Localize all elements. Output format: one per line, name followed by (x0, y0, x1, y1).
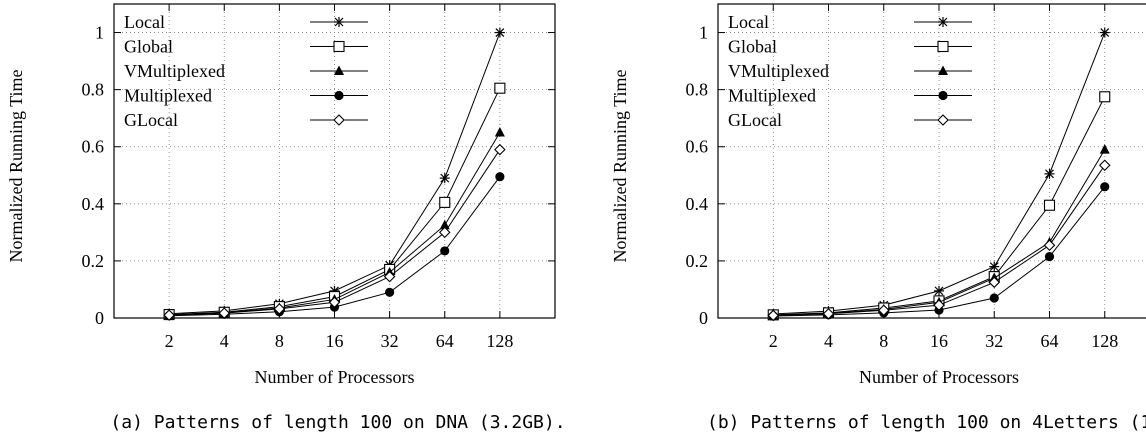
x-tick-label: 2 (165, 331, 174, 351)
legend-label: Multiplexed (124, 86, 212, 106)
data-point-global (1043, 199, 1056, 211)
legend-label: Multiplexed (728, 86, 816, 106)
data-point-multiplexed (495, 172, 505, 182)
y-tick-label: 0.8 (82, 80, 105, 100)
data-point-multiplexed (1100, 182, 1110, 192)
x-tick-label: 4 (824, 331, 833, 351)
y-axis-label: Normalized Running Time (6, 69, 26, 262)
data-point-multiplexed (440, 246, 450, 256)
legend-label: Global (728, 37, 777, 57)
data-point-glocal (877, 304, 890, 317)
data-point-glocal (822, 307, 835, 320)
x-tick-label: 128 (486, 331, 513, 351)
data-point-vmultiplexed (1099, 144, 1110, 154)
figure-caption: (b) Patterns of length 100 on 4Letters (… (707, 412, 1146, 433)
data-point-glocal (494, 143, 506, 156)
legend-label: Local (728, 12, 769, 32)
legend-marker (333, 40, 345, 53)
x-tick-label: 64 (436, 331, 454, 351)
x-tick-label: 128 (1091, 331, 1118, 351)
y-tick-label: 0 (95, 308, 104, 328)
legend-marker (334, 65, 344, 75)
legend-marker (938, 90, 948, 101)
data-point-glocal (218, 307, 231, 319)
data-point-glocal (1043, 239, 1056, 251)
y-tick-label: 1 (699, 23, 708, 43)
y-tick-label: 0.8 (686, 80, 709, 100)
legend: Local Global VMultiplexed Multiplexed GLocal (728, 12, 972, 130)
data-point-glocal (988, 276, 1001, 289)
data-point-glocal (273, 303, 286, 315)
y-tick-label: 0.2 (82, 251, 105, 271)
x-tick-label: 16 (326, 331, 344, 351)
data-point-global (439, 196, 451, 208)
legend-marker (334, 90, 344, 101)
legend-marker (937, 40, 949, 53)
x-axis-label: Number of Processors (255, 367, 415, 387)
data-point-global (494, 82, 506, 94)
x-tick-label: 8 (275, 331, 284, 351)
y-axis-label: Normalized Running Time (610, 69, 630, 262)
data-point-vmultiplexed (439, 219, 450, 230)
data-point-glocal (383, 270, 396, 283)
x-tick-label: 4 (220, 331, 229, 351)
legend-label: VMultiplexed (728, 61, 829, 81)
data-point-glocal (1098, 159, 1111, 172)
y-tick-label: 0 (699, 308, 708, 328)
data-point-glocal (438, 226, 451, 239)
legend-label: Local (124, 12, 165, 32)
legend-label: Global (124, 37, 173, 57)
data-point-vmultiplexed (494, 126, 505, 137)
x-tick-label: 16 (930, 331, 948, 351)
data-point-glocal (933, 299, 945, 311)
legend-label: GLocal (124, 110, 178, 130)
x-tick-label: 32 (985, 331, 1003, 351)
x-tick-label: 64 (1041, 331, 1059, 351)
y-tick-label: 0.6 (82, 137, 105, 157)
x-tick-label: 8 (879, 331, 888, 351)
data-point-multiplexed (385, 287, 395, 297)
data-point-multiplexed (1044, 252, 1055, 262)
x-tick-label: 2 (769, 331, 778, 351)
y-tick-label: 0.6 (686, 137, 709, 157)
y-tick-label: 0.4 (82, 194, 105, 214)
legend-label: GLocal (728, 110, 782, 130)
y-tick-label: 0.4 (686, 194, 709, 214)
chart-panel-b: 0 0.2 0.4 0.6 0.8 1 2 4 8 16 32 64 128 Number of Proc… (610, 3, 1146, 433)
legend-marker (938, 65, 948, 75)
data-point-glocal (328, 296, 341, 309)
x-axis-label: Number of Processors (859, 367, 1019, 387)
data-point-multiplexed (989, 293, 999, 303)
legend-label: VMultiplexed (124, 61, 225, 81)
chart-panel-a: 0 0.2 0.4 0.6 0.8 1 2 4 8 16 32 64 128 Number of Proc… (6, 3, 566, 433)
data-point-glocal (163, 309, 175, 321)
legend-marker (333, 114, 345, 126)
legend: Local Global VMultiplexed Multiplexed GLocal (124, 12, 368, 130)
x-tick-label: 32 (381, 331, 399, 351)
legend-marker (937, 114, 949, 126)
y-tick-label: 0.2 (686, 251, 709, 271)
plot-frame (717, 3, 1146, 319)
y-tick-label: 1 (95, 23, 104, 43)
data-point-glocal (767, 309, 780, 322)
data-point-global (1099, 91, 1111, 103)
figure-caption: (a) Patterns of length 100 on DNA (3.2GB… (110, 412, 565, 433)
